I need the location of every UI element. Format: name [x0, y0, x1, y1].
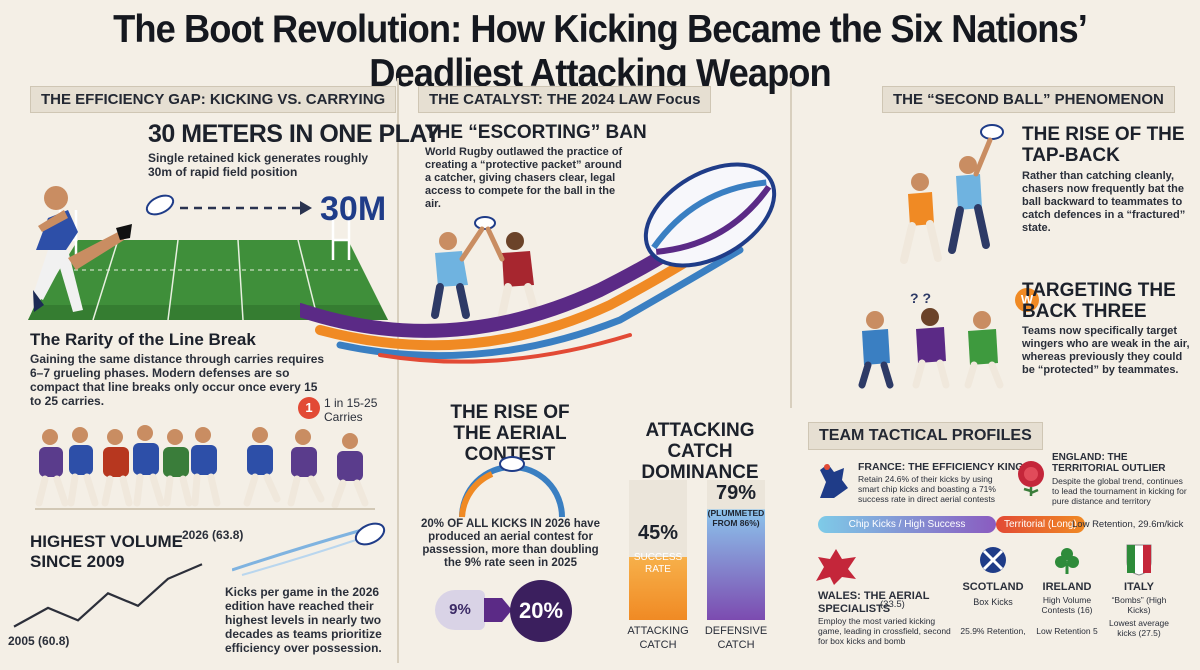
aerial-to: 20% [510, 580, 572, 642]
volume-title: HIGHEST VOLUME SINCE 2009 [30, 532, 184, 571]
france-title: FRANCE: THE EFFICIENCY KINGS [858, 461, 1031, 473]
volume-start-label: 2005 (60.8) [8, 634, 70, 648]
thistle-icon [980, 547, 1006, 573]
attack-sub: SUCCESS RATE [633, 552, 683, 575]
scotland-sub: Box Kicks [973, 597, 1013, 607]
italy-sub: “Bombs” (High Kicks) [1111, 595, 1167, 615]
second-ball-header: THE “SECOND BALL” PHENOMENON [882, 86, 1175, 113]
rugby-ball-icon [980, 124, 1004, 140]
scotland-title: SCOTLAND [962, 581, 1024, 593]
back-three-illustration: ? ? [858, 290, 1004, 389]
tap-desc: Rather than catching cleanly, chasers no… [1022, 170, 1186, 234]
italy-title: ITALY [1124, 581, 1154, 593]
volume-end-label: 2026 (63.8) [182, 528, 244, 542]
france-pill: Chip Kicks / High Success [818, 516, 996, 533]
rose-icon [1018, 461, 1044, 496]
volume-desc: Kicks per game in the 2026 edition have … [225, 585, 382, 655]
aerial-title: THE RISE OF THE AERIAL CONTEST [450, 402, 570, 465]
rarity-title: The Rarity of the Line Break [30, 330, 256, 349]
tap-back-illustration [900, 124, 1004, 264]
attacking-catch-bar [629, 557, 687, 620]
ireland-title: IRELAND [1042, 581, 1092, 593]
rugby-ball-icon [643, 162, 777, 268]
attack-value: 45% [637, 522, 679, 544]
england-title: ENGLAND: THE TERRITORIAL OUTLIER [1052, 452, 1166, 474]
ireland-note: Low Retention 5 [1036, 626, 1098, 636]
wales-desc: Employ the most varied kicking game, lea… [818, 616, 951, 646]
attack-label: ATTACKING CATCH [627, 625, 689, 651]
catch-title: ATTACKING CATCH DOMINANCE [641, 420, 759, 483]
defense-label: DEFENSIVE CATCH [704, 625, 768, 651]
kicker-player [33, 186, 132, 312]
italy-shield-icon [1126, 544, 1152, 576]
meters-value: 30M [320, 190, 387, 228]
teams-header: TEAM TACTICAL PROFILES [808, 422, 1043, 450]
meters-desc: Single retained kick generates roughly 3… [148, 151, 369, 179]
england-note: Low Retention, 29.6m/kick [1072, 519, 1184, 530]
svg-text:? ?: ? ? [910, 290, 931, 306]
column-divider-left [397, 78, 399, 663]
dragon-icon [816, 549, 856, 585]
defensive-catch-bar [707, 509, 765, 620]
england-pill: Territorial (Long) [996, 516, 1085, 533]
carry-badge: 1 [298, 397, 320, 419]
kicker-field-illustration [28, 186, 388, 321]
ruck-illustration [35, 425, 375, 510]
wales-title: WALES: THE AERIAL SPECIALISTS [818, 590, 930, 615]
rugby-ball-icon [354, 522, 386, 546]
defense-sub: (PLUMMETED FROM 86%) [707, 508, 765, 528]
volume-ball-illustration [232, 522, 386, 576]
volume-series-line [13, 563, 203, 628]
ban-title: THE “ESCORTING” BAN [425, 122, 647, 143]
aerial-arc-illustration [459, 456, 565, 518]
ireland-sub: High Volume Contests (16) [1041, 595, 1093, 615]
arrow-icon [300, 201, 312, 215]
column-divider-right [790, 78, 792, 408]
arrow-icon [484, 598, 512, 622]
france-desc: Retain 24.6% of their kicks by using sma… [858, 474, 996, 504]
rugby-ball-icon [499, 456, 525, 472]
scotland-note: 25.9% Retention, [960, 626, 1026, 636]
defense-value: 79% [715, 482, 757, 504]
page-title: The Boot Revolution: How Kicking Became … [113, 8, 1088, 95]
italy-note: Lowest average kicks (27.5) [1108, 618, 1169, 638]
escorting-players-illustration [431, 216, 540, 319]
meters-title: 30 METERS IN ONE PLAY [148, 120, 441, 148]
rugby-ball-icon [474, 216, 496, 230]
aerial-desc: 20% OF ALL KICKS IN 2026 have produced a… [421, 518, 600, 569]
w-badge: W [1015, 288, 1039, 312]
rugby-field [28, 210, 388, 321]
aerial-from: 9% [435, 590, 485, 630]
england-desc: Despite the global trend, continues to l… [1052, 476, 1187, 506]
target-desc: Teams now specifically target wingers wh… [1022, 325, 1190, 376]
wales-num: (33.5) [880, 599, 905, 610]
efficiency-header: THE EFFICIENCY GAP: KICKING VS. CARRYING [30, 86, 397, 113]
rooster-icon [820, 464, 848, 498]
ban-desc: World Rugby outlawed the practice of cre… [425, 146, 623, 210]
catch-bar-chart [629, 480, 765, 620]
shamrock-icon [1055, 548, 1079, 574]
rugby-ball-icon [145, 194, 175, 216]
target-title: TARGETING THE BACK THREE [1022, 280, 1176, 322]
volume-line-chart [13, 563, 203, 628]
rarity-desc: Gaining the same distance through carrie… [30, 352, 325, 408]
catalyst-header: THE CATALYST: THE 2024 LAW Focus [418, 86, 712, 113]
carry-badge-text: 1 in 15-25 Carries [324, 396, 378, 424]
tap-title: THE RISE OF THE TAP-BACK [1022, 124, 1185, 166]
kick-swoosh-illustration [300, 162, 777, 364]
